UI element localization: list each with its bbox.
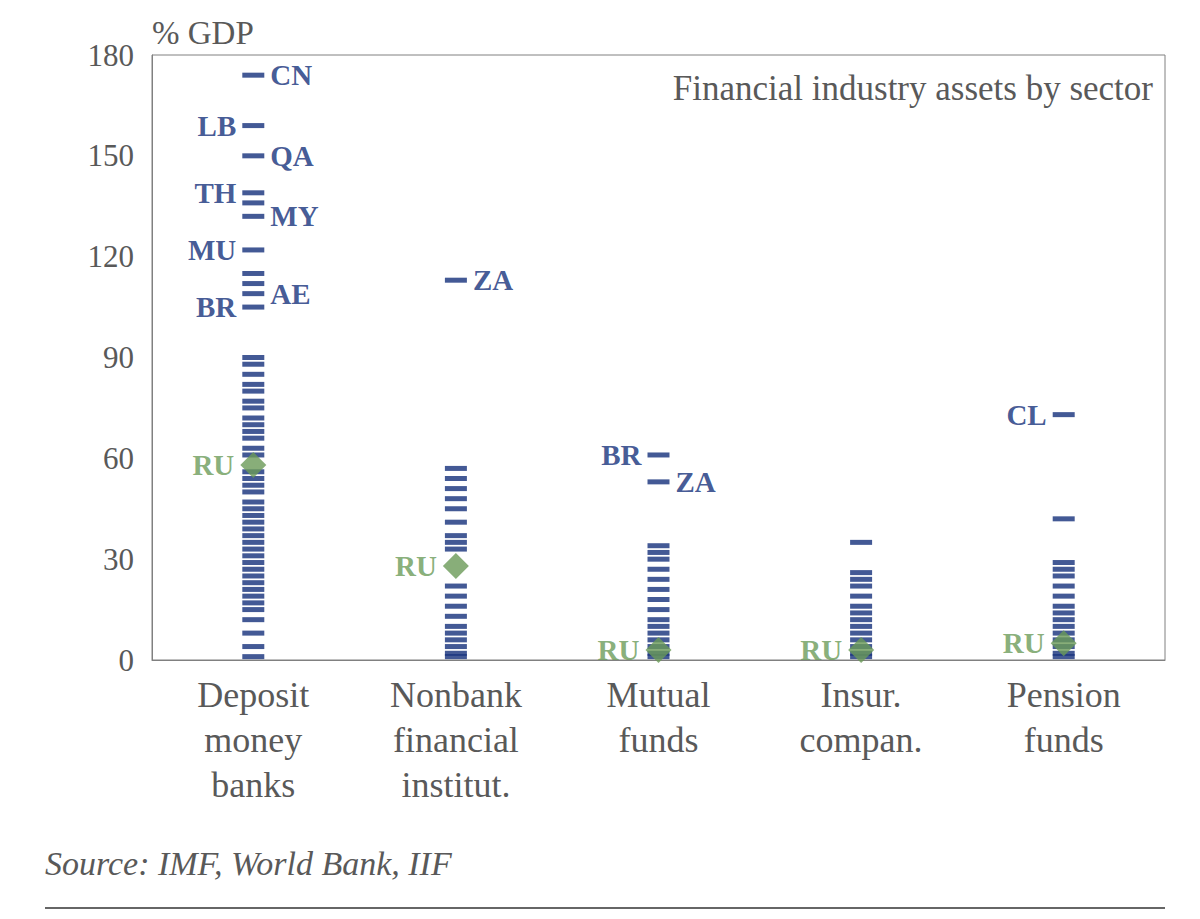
- svg-text:funds: funds: [619, 720, 699, 760]
- svg-text:BR: BR: [601, 439, 642, 471]
- svg-text:Financial industry assets by s: Financial industry assets by sector: [673, 69, 1154, 108]
- svg-text:RU: RU: [800, 634, 842, 666]
- svg-text:% GDP: % GDP: [152, 15, 254, 51]
- svg-text:institut.: institut.: [401, 765, 510, 805]
- svg-text:BR: BR: [196, 291, 237, 323]
- svg-text:RU: RU: [395, 550, 437, 582]
- svg-text:150: 150: [88, 138, 135, 173]
- svg-text:QA: QA: [270, 140, 314, 172]
- svg-text:Mutual: Mutual: [607, 675, 711, 715]
- svg-text:0: 0: [119, 643, 135, 678]
- svg-text:Deposit: Deposit: [197, 675, 309, 715]
- svg-text:funds: funds: [1024, 720, 1104, 760]
- svg-text:Nonbank: Nonbank: [390, 675, 522, 715]
- svg-text:Insur.: Insur.: [821, 675, 902, 715]
- svg-text:120: 120: [88, 239, 135, 274]
- svg-text:compan.: compan.: [800, 720, 923, 760]
- svg-text:ZA: ZA: [473, 264, 513, 296]
- svg-text:MU: MU: [188, 234, 236, 266]
- svg-text:financial: financial: [393, 720, 519, 760]
- svg-text:ZA: ZA: [676, 466, 716, 498]
- svg-text:CL: CL: [1006, 399, 1046, 431]
- svg-text:30: 30: [103, 542, 134, 577]
- svg-text:banks: banks: [211, 765, 295, 805]
- svg-text:MY: MY: [270, 200, 318, 232]
- svg-text:Source: IMF, World Bank, IIF: Source: IMF, World Bank, IIF: [45, 845, 453, 882]
- svg-text:money: money: [204, 720, 302, 760]
- svg-text:RU: RU: [598, 634, 640, 666]
- svg-text:Pension: Pension: [1007, 675, 1121, 715]
- svg-text:TH: TH: [194, 177, 236, 209]
- svg-text:60: 60: [103, 441, 134, 476]
- svg-text:90: 90: [103, 340, 134, 375]
- svg-text:CN: CN: [270, 59, 312, 91]
- svg-text:RU: RU: [1003, 627, 1045, 659]
- svg-text:AE: AE: [270, 278, 310, 310]
- svg-text:RU: RU: [192, 449, 234, 481]
- svg-text:180: 180: [88, 38, 135, 73]
- svg-text:LB: LB: [198, 110, 237, 142]
